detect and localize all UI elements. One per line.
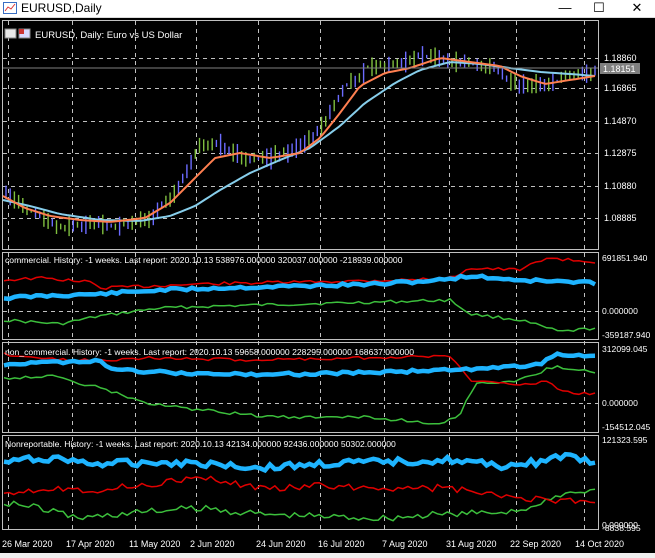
price-candles [5,46,596,237]
time-axis-label: 26 Mar 2020 [2,539,53,549]
nonreportable-panel-header: Nonreportable. History: -1 weeks. Last r… [5,439,396,449]
commercial-tick: 691851.940 [602,253,648,263]
time-axis-label: 2 Jun 2020 [190,539,235,549]
nonreportable-panel-frame [2,435,599,530]
title-bar: EURUSD,Daily — ☐ ✕ [0,0,655,18]
noncommercial-long-line [3,351,596,378]
time-axis-label: 7 Aug 2020 [382,539,428,549]
slow-moving-average-line [2,61,596,222]
commercial-tick: 0.000000 [602,306,638,316]
noncommercial-tick: 312099.045 [602,344,648,354]
price-tick: 1.08885 [604,213,637,223]
current-price-badge [600,63,640,74]
time-axis-label: 17 Apr 2020 [66,539,115,549]
price-tick: 1.16865 [604,83,637,93]
nonreportable-net-line [3,488,596,522]
minimize-button[interactable]: — [558,0,572,15]
nonreportable-tick: 0.000000 [602,520,638,530]
commercial-tick: -359187.940 [602,330,650,340]
time-axis-label: 24 Jun 2020 [256,539,306,549]
main-panel-header: EURUSD, Daily: Euro vs US Dollar [35,30,182,41]
price-panel-frame [2,20,599,250]
price-tick: 1.14870 [604,116,637,126]
noncommercial-tick: -154512.045 [602,422,650,432]
nonreportable-tick: 121323.595 [602,435,648,445]
commercial-net-line [3,297,596,332]
time-axis-label: 16 Jul 2020 [318,539,365,549]
time-axis-label: 14 Oct 2020 [575,539,624,549]
noncommercial-tick: 0.000000 [602,398,638,408]
window-title: EURUSD,Daily [21,1,102,15]
nonreportable-long-line [3,451,596,474]
maximize-button[interactable]: ☐ [593,0,605,15]
current-price-label: 1.18151 [603,64,636,74]
commercial-short-line [3,257,596,290]
time-axis-label: 22 Sep 2020 [510,539,561,549]
price-tick: 1.18860 [604,53,637,63]
vertical-gridlines [8,21,585,530]
commercial-long-line [3,273,597,302]
close-button[interactable]: ✕ [631,0,643,15]
nonreportable-short-line [3,475,596,505]
chart-window-icon [3,2,17,14]
commercial-panel-frame [2,252,599,340]
fast-moving-average-line [2,57,596,223]
nonreportable-tick: -8838.595 [602,523,641,533]
chart-area[interactable]: EURUSD, Daily: Euro vs US Dollar 1.18860… [0,18,655,553]
time-axis-label: 31 Aug 2020 [446,539,497,549]
noncommercial-panel-frame [2,342,599,433]
price-tick: 1.12875 [604,148,637,158]
commercial-panel-header: commercial. History: -1 weeks. Last repo… [5,255,403,265]
symbol-header [4,28,31,39]
price-tick: 1.10880 [604,181,637,191]
time-axis-label: 11 May 2020 [129,539,180,549]
noncommercial-panel-header: non_commercial. History: -1 weeks. Last … [5,347,414,357]
time-axis: 26 Mar 2020 17 Apr 2020 11 May 2020 2 Jun 2… [2,539,624,549]
